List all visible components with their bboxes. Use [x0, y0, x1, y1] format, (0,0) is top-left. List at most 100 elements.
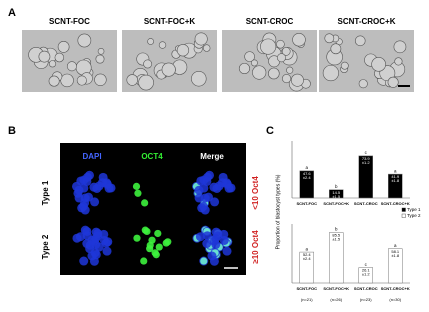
nucleus [99, 229, 109, 239]
embryo [282, 74, 292, 84]
embryo [158, 41, 167, 49]
x-tick-label: SCNT-FOC [297, 286, 318, 291]
oct4-nucleus [140, 257, 148, 265]
bar [299, 170, 314, 199]
x-tick-label: SCNT-CROC [354, 201, 378, 206]
significance-letter: a [305, 165, 308, 170]
x-tick-label: SCNT-CROC+K [381, 286, 410, 291]
nucleus [210, 197, 220, 207]
embryo [48, 75, 60, 87]
embryo [57, 41, 70, 53]
embryo [393, 40, 407, 54]
error-label: ±2.4 [303, 175, 312, 180]
error-label: ±1.5 [332, 237, 341, 242]
embryo [268, 67, 280, 80]
embryo [290, 73, 304, 87]
error-label: ±2.4 [303, 256, 312, 261]
nucleus [102, 178, 112, 188]
value-label: 52.4 [303, 252, 312, 257]
row-label: Type 2 [41, 234, 50, 259]
nucleus [219, 229, 229, 239]
embryo [94, 73, 107, 86]
significance-letter: a [394, 243, 397, 248]
embryo [260, 38, 277, 55]
oct4-nucleus [132, 182, 141, 190]
nucleus [222, 178, 232, 188]
embryo [203, 44, 211, 52]
value-label: 73.9 [362, 156, 371, 161]
embryo [250, 59, 258, 67]
oct4-nucleus [154, 229, 162, 238]
embryo [281, 47, 291, 56]
significance-letter: a [394, 168, 397, 173]
embryo [48, 60, 57, 68]
nucleus [82, 231, 92, 241]
error-label: ±1.8 [391, 178, 400, 183]
nucleus [87, 251, 97, 261]
legend-label: Type 1 [407, 207, 421, 212]
nucleus [199, 183, 209, 193]
value-label: 58.1 [391, 249, 400, 254]
bar [388, 248, 403, 284]
row-note: ≥10 Oct4 [251, 230, 260, 264]
column-title: SCNT-FOC [49, 17, 90, 26]
oct4-nucleus [155, 243, 163, 251]
row-note: <10 Oct4 [251, 176, 260, 210]
column-title: SCNT-CROC [246, 17, 294, 26]
embryo [387, 76, 399, 88]
y-axis-label: Proportion of blastocyst types (%) [275, 174, 281, 249]
value-label: 85.5 [332, 233, 341, 238]
panel-label: A [8, 7, 16, 19]
bar [329, 189, 344, 199]
nucleus [212, 183, 222, 193]
row-label: Type 1 [41, 180, 50, 205]
embryo [126, 74, 138, 86]
embryo [194, 32, 208, 46]
embryo [138, 74, 154, 91]
significance-letter: b [335, 184, 338, 189]
column-title: SCNT-FOC+K [144, 17, 196, 26]
embryo [324, 33, 335, 44]
oct4-nucleus [133, 234, 141, 242]
embryo [238, 62, 250, 75]
embryo [358, 79, 368, 89]
embryo [60, 73, 74, 88]
x-tick-label: SCNT-FOC+K [323, 286, 349, 291]
embryo [330, 43, 342, 55]
x-tick-label: SCNT-CROC [354, 286, 378, 291]
embryo [394, 57, 403, 66]
embryo [143, 59, 153, 69]
embryo [176, 44, 190, 57]
significance-letter: a [305, 246, 308, 251]
nucleus [82, 239, 92, 249]
oct4-nucleus [162, 239, 170, 247]
nucleus [79, 256, 89, 266]
embryo [161, 62, 176, 77]
nucleus [222, 246, 232, 256]
nucleus [200, 205, 210, 215]
legend-swatch [401, 207, 406, 212]
value-label: 26.1 [362, 268, 371, 273]
error-label: ±1.2 [362, 272, 371, 277]
channel-label: Merge [200, 152, 224, 161]
sample-size: (n=21) [301, 297, 313, 302]
x-tick-label: SCNT-FOC [297, 201, 318, 206]
nucleus [75, 232, 85, 242]
value-label: 14.5 [332, 190, 341, 195]
embryo [276, 53, 286, 63]
nucleus [202, 176, 212, 186]
nucleus [82, 176, 92, 186]
embryo [66, 61, 77, 72]
significance-letter: b [335, 227, 338, 232]
embryo [191, 70, 207, 87]
sample-size: (n=30) [389, 297, 401, 302]
bar [299, 251, 314, 284]
bar [388, 173, 403, 199]
nucleus [207, 251, 217, 261]
oct4-nucleus [200, 257, 208, 265]
column-title: SCNT-CROC+K [337, 17, 395, 26]
embryo [322, 64, 339, 82]
nucleus [102, 246, 112, 256]
channel-label: OCT4 [141, 152, 163, 161]
